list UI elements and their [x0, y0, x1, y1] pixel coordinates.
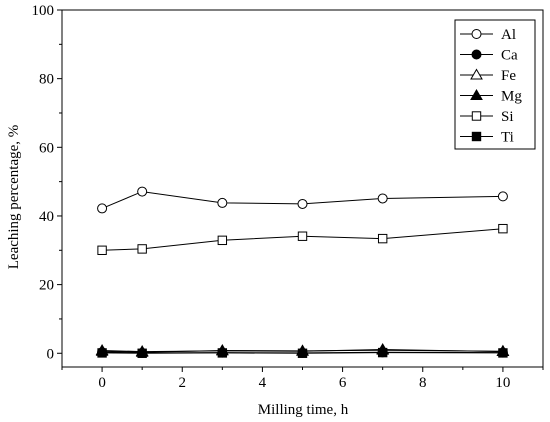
data-point-si: [97, 245, 107, 255]
x-tick-label: 2: [179, 375, 187, 391]
legend-entry-al: Al: [460, 27, 516, 43]
legend-marker-mg: [470, 89, 483, 100]
legend-marker-ti: [471, 131, 482, 142]
y-tick-label: 0: [47, 346, 55, 362]
y-tick-label: 80: [39, 72, 54, 88]
series-line-mg: [102, 349, 503, 353]
data-point-al: [97, 203, 108, 214]
legend-marker-ca: [471, 49, 482, 60]
legend-label-fe: Fe: [501, 68, 516, 84]
data-point-si: [137, 244, 147, 254]
legend-label-si: Si: [501, 109, 514, 125]
data-point-al: [497, 191, 508, 202]
data-point-si: [217, 235, 228, 246]
y-tick-label: 20: [39, 278, 54, 294]
x-tick-label: 6: [339, 375, 347, 391]
data-point-ti: [297, 348, 308, 358]
data-point-si: [377, 233, 388, 244]
data-point-ti: [377, 347, 388, 358]
series-si: [97, 223, 508, 255]
legend-entry-ca: Ca: [460, 48, 518, 64]
data-point-al: [137, 186, 148, 197]
series-ti: [97, 347, 508, 358]
legend-marker-al: [471, 29, 482, 39]
data-point-ti: [137, 348, 147, 358]
y-tick-label: 60: [39, 140, 54, 156]
legend-marker-fe: [470, 68, 483, 80]
legend: Al Ca Fe Mg Si Ti: [454, 19, 536, 150]
legend-entry-mg: Mg: [460, 89, 522, 105]
legend-label-al: Al: [501, 27, 516, 43]
data-point-al: [377, 193, 388, 204]
x-tick-label: 10: [495, 375, 510, 391]
plot-area: [95, 186, 510, 358]
data-point-ti: [97, 348, 107, 358]
x-tick-label: 8: [419, 375, 427, 391]
data-point-ti: [217, 348, 228, 358]
x-tick-label: 4: [259, 375, 267, 391]
legend-label-mg: Mg: [501, 89, 522, 105]
legend-entry-si: Si: [460, 109, 514, 125]
series-al: [97, 186, 508, 214]
data-point-si: [297, 231, 308, 241]
legend-box: [454, 19, 536, 150]
legend-marker-si: [471, 111, 482, 121]
series-line-al: [101, 191, 503, 209]
x-axis-title: Milling time, h: [258, 402, 349, 418]
legend-label-ca: Ca: [501, 48, 518, 64]
data-point-al: [217, 197, 228, 208]
legend-entry-ti: Ti: [460, 130, 514, 146]
data-point-si: [498, 223, 508, 234]
data-point-ti: [498, 348, 508, 358]
y-tick-label: 40: [39, 209, 54, 225]
y-tick-label: 100: [32, 3, 55, 19]
series-line-ti: [102, 352, 503, 354]
data-point-al: [297, 198, 308, 209]
x-tick-label: 0: [98, 375, 106, 391]
y-axis-title: Leaching percentage, %: [6, 125, 22, 270]
legend-label-ti: Ti: [501, 130, 514, 146]
series-line-si: [102, 228, 503, 251]
legend-entry-fe: Fe: [460, 68, 516, 84]
